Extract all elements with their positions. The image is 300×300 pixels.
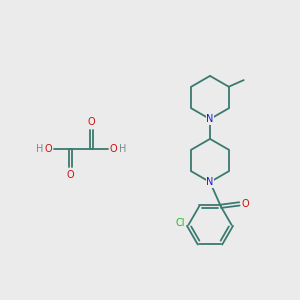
Text: N: N [206, 177, 214, 187]
Text: H: H [119, 143, 126, 154]
Text: O: O [242, 199, 249, 209]
Text: Cl: Cl [175, 218, 185, 229]
Text: O: O [67, 170, 74, 180]
Text: O: O [110, 143, 117, 154]
Text: O: O [88, 117, 95, 127]
Text: N: N [206, 114, 214, 124]
Text: H: H [36, 143, 43, 154]
Text: O: O [45, 143, 52, 154]
